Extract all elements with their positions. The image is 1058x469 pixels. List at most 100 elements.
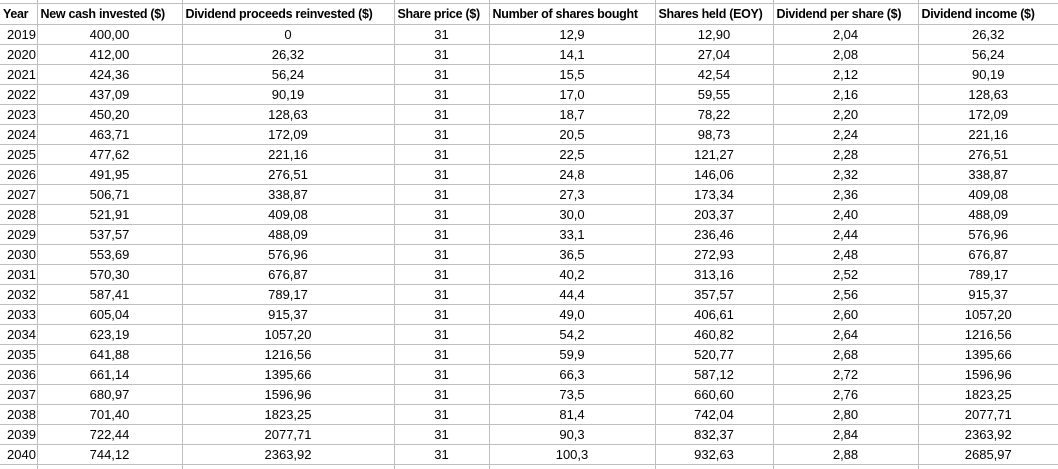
cell-shares-held-eoy[interactable]: 460,82: [655, 324, 774, 345]
cell-year[interactable]: 2021: [0, 64, 38, 85]
cell-shares-held-eoy[interactable]: 42,54: [655, 64, 774, 85]
cell-new-cash-invested[interactable]: 506,71: [37, 184, 183, 205]
cell-new-cash-invested[interactable]: 553,69: [37, 244, 183, 265]
cell-shares-held-eoy[interactable]: 173,34: [655, 184, 774, 205]
header-cell-dividend-proceeds-reinvested[interactable]: Dividend proceeds reinvested ($): [182, 3, 395, 25]
cell-dividend-income[interactable]: 789,17: [918, 264, 1058, 285]
header-cell-dividend-per-share[interactable]: Dividend per share ($): [773, 3, 919, 25]
cell-new-cash-invested[interactable]: 623,19: [37, 324, 183, 345]
cell-number-of-shares-bought[interactable]: 40,2: [489, 264, 656, 285]
cell-new-cash-invested[interactable]: 605,04: [37, 304, 183, 325]
cell-number-of-shares-bought[interactable]: 24,8: [489, 164, 656, 185]
cell-number-of-shares-bought[interactable]: 44,4: [489, 284, 656, 305]
cell-dividend-proceeds-reinvested[interactable]: 338,87: [182, 184, 395, 205]
cell-dividend-income[interactable]: 2685,97: [918, 444, 1058, 465]
cell-share-price[interactable]: 31: [394, 124, 490, 145]
cell-dividend-income[interactable]: 90,19: [918, 64, 1058, 85]
cell-share-price[interactable]: 31: [394, 324, 490, 345]
cell-new-cash-invested[interactable]: 450,20: [37, 104, 183, 125]
cell-dividend-per-share[interactable]: 2,40: [773, 204, 919, 225]
cell-dividend-proceeds-reinvested[interactable]: 128,63: [182, 104, 395, 125]
cell-shares-held-eoy[interactable]: 406,61: [655, 304, 774, 325]
cell-share-price[interactable]: 31: [394, 24, 490, 45]
cell-dividend-income[interactable]: 1395,66: [918, 344, 1058, 365]
cell-dividend-per-share[interactable]: 2,84: [773, 424, 919, 445]
cell-dividend-proceeds-reinvested[interactable]: 915,37: [182, 304, 395, 325]
cell-dividend-income[interactable]: 56,24: [918, 44, 1058, 65]
cell-dividend-proceeds-reinvested[interactable]: 0: [182, 24, 395, 45]
cell-year[interactable]: 2040: [0, 444, 38, 465]
header-cell-number-of-shares-bought[interactable]: Number of shares bought: [489, 3, 656, 25]
cell-share-price[interactable]: 31: [394, 364, 490, 385]
cell-year[interactable]: 2029: [0, 224, 38, 245]
cell-year[interactable]: 2026: [0, 164, 38, 185]
cell-shares-held-eoy[interactable]: 520,77: [655, 344, 774, 365]
cell-number-of-shares-bought[interactable]: 66,3: [489, 364, 656, 385]
cell-share-price[interactable]: 31: [394, 344, 490, 365]
cell-dividend-proceeds-reinvested[interactable]: 90,19: [182, 84, 395, 105]
cell-year[interactable]: 2028: [0, 204, 38, 225]
cell-dividend-proceeds-reinvested[interactable]: 576,96: [182, 244, 395, 265]
cell-share-price[interactable]: 31: [394, 404, 490, 425]
cell-share-price[interactable]: 31: [394, 44, 490, 65]
cell-dividend-proceeds-reinvested[interactable]: 1395,66: [182, 364, 395, 385]
cell-new-cash-invested[interactable]: 491,95: [37, 164, 183, 185]
cell-shares-held-eoy[interactable]: 932,63: [655, 444, 774, 465]
cell-year[interactable]: 2027: [0, 184, 38, 205]
cell-share-price[interactable]: 31: [394, 244, 490, 265]
header-cell-share-price[interactable]: Share price ($): [394, 3, 490, 25]
cell-dividend-per-share[interactable]: 2,80: [773, 404, 919, 425]
cell-shares-held-eoy[interactable]: 272,93: [655, 244, 774, 265]
cell-dividend-proceeds-reinvested[interactable]: 1216,56: [182, 344, 395, 365]
cell-new-cash-invested[interactable]: 744,12: [37, 444, 183, 465]
cell-shares-held-eoy[interactable]: 59,55: [655, 84, 774, 105]
header-cell-year[interactable]: Year: [0, 3, 38, 25]
cell-new-cash-invested[interactable]: 463,71: [37, 124, 183, 145]
cell-dividend-per-share[interactable]: 2,88: [773, 444, 919, 465]
cell-dividend-income[interactable]: 2077,71: [918, 404, 1058, 425]
cell-number-of-shares-bought[interactable]: 59,9: [489, 344, 656, 365]
cell-dividend-proceeds-reinvested[interactable]: 409,08: [182, 204, 395, 225]
cell-year[interactable]: 2037: [0, 384, 38, 405]
cell-share-price[interactable]: 31: [394, 164, 490, 185]
cell-year[interactable]: 2030: [0, 244, 38, 265]
cell-dividend-income[interactable]: 676,87: [918, 244, 1058, 265]
cell-dividend-proceeds-reinvested[interactable]: 221,16: [182, 144, 395, 165]
cell-number-of-shares-bought[interactable]: 18,7: [489, 104, 656, 125]
cell-new-cash-invested[interactable]: 437,09: [37, 84, 183, 105]
cell-dividend-per-share[interactable]: 2,68: [773, 344, 919, 365]
cell-dividend-income[interactable]: 1057,20: [918, 304, 1058, 325]
cell-number-of-shares-bought[interactable]: 73,5: [489, 384, 656, 405]
cell-share-price[interactable]: 31: [394, 444, 490, 465]
cell-dividend-proceeds-reinvested[interactable]: 1057,20: [182, 324, 395, 345]
cell-year[interactable]: 2023: [0, 104, 38, 125]
cell-new-cash-invested[interactable]: 477,62: [37, 144, 183, 165]
cell-new-cash-invested[interactable]: 521,91: [37, 204, 183, 225]
cell-dividend-proceeds-reinvested[interactable]: 172,09: [182, 124, 395, 145]
header-cell-shares-held-eoy[interactable]: Shares held (EOY): [655, 3, 774, 25]
cell-dividend-per-share[interactable]: 2,44: [773, 224, 919, 245]
cell-new-cash-invested[interactable]: 641,88: [37, 344, 183, 365]
cell-number-of-shares-bought[interactable]: 15,5: [489, 64, 656, 85]
cell-share-price[interactable]: 31: [394, 84, 490, 105]
cell-dividend-per-share[interactable]: 2,32: [773, 164, 919, 185]
cell-year[interactable]: 2020: [0, 44, 38, 65]
cell-year[interactable]: 2025: [0, 144, 38, 165]
cell-share-price[interactable]: 31: [394, 424, 490, 445]
cell-shares-held-eoy[interactable]: 12,90: [655, 24, 774, 45]
cell-share-price[interactable]: 31: [394, 184, 490, 205]
cell-year[interactable]: 2033: [0, 304, 38, 325]
cell-number-of-shares-bought[interactable]: 22,5: [489, 144, 656, 165]
cell-new-cash-invested[interactable]: 537,57: [37, 224, 183, 245]
cell-dividend-income[interactable]: 1823,25: [918, 384, 1058, 405]
cell-dividend-proceeds-reinvested[interactable]: 2077,71: [182, 424, 395, 445]
cell-year[interactable]: 2019: [0, 24, 38, 45]
cell-share-price[interactable]: 31: [394, 304, 490, 325]
cell-share-price[interactable]: 31: [394, 264, 490, 285]
cell-shares-held-eoy[interactable]: 236,46: [655, 224, 774, 245]
cell-number-of-shares-bought[interactable]: 20,5: [489, 124, 656, 145]
cell-shares-held-eoy[interactable]: 357,57: [655, 284, 774, 305]
cell-number-of-shares-bought[interactable]: 33,1: [489, 224, 656, 245]
cell-number-of-shares-bought[interactable]: 17,0: [489, 84, 656, 105]
cell-dividend-per-share[interactable]: 2,48: [773, 244, 919, 265]
